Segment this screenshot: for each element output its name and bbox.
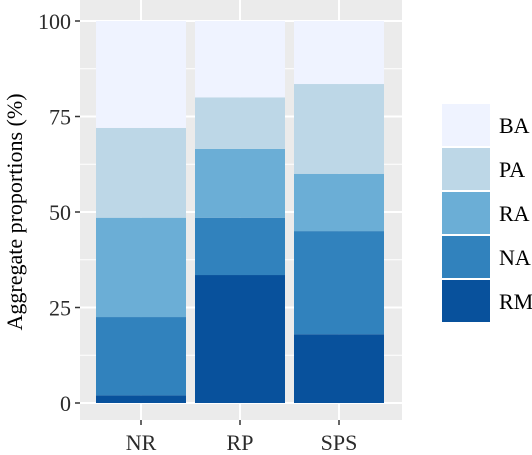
bar-segment-nr-ra (96, 217, 186, 318)
legend-key-ba (442, 104, 490, 146)
y-tick-label: 25 (49, 296, 71, 321)
bars (96, 21, 384, 403)
legend-key-rm (442, 280, 490, 322)
legend-key-ra (442, 192, 490, 234)
legend-label-ra: RA (499, 201, 530, 226)
x-tick-label-rp: RP (227, 430, 254, 455)
bar-segment-sps-ra (294, 173, 384, 232)
bar-segment-sps-rm (294, 334, 384, 403)
bar-segment-rp-ra (195, 148, 285, 218)
y-axis-title: Aggregate proportions (%) (2, 93, 27, 330)
bar-segment-nr-na (96, 317, 186, 396)
y-tick-label: 75 (49, 105, 71, 130)
bar-segment-nr-pa (96, 127, 186, 218)
legend-key-na (442, 236, 490, 278)
x-tick-label-sps: SPS (321, 430, 358, 455)
bar-segment-rp-pa (195, 97, 285, 149)
legend-key-pa (442, 148, 490, 190)
x-axis: NR RP SPS (126, 420, 358, 455)
y-axis: 0 25 50 75 100 (38, 9, 80, 416)
legend: BA PA RA NA RM (442, 104, 532, 322)
bar-segment-rp-na (195, 217, 285, 276)
bar-segment-rp-rm (195, 275, 285, 403)
y-tick-label: 0 (60, 391, 71, 416)
x-tick-label-nr: NR (126, 430, 157, 455)
bar-segment-sps-pa (294, 84, 384, 174)
y-tick-label: 100 (38, 9, 71, 34)
legend-label-rm: RM (499, 289, 532, 314)
bar-segment-sps-ba (294, 21, 384, 85)
legend-label-na: NA (499, 245, 531, 270)
bar-segment-nr-rm (96, 395, 186, 403)
y-tick-label: 50 (49, 200, 71, 225)
legend-label-pa: PA (499, 157, 525, 182)
bar-segment-sps-na (294, 231, 384, 335)
legend-label-ba: BA (499, 113, 530, 138)
bar-segment-rp-ba (195, 21, 285, 98)
bar-segment-nr-ba (96, 21, 186, 128)
